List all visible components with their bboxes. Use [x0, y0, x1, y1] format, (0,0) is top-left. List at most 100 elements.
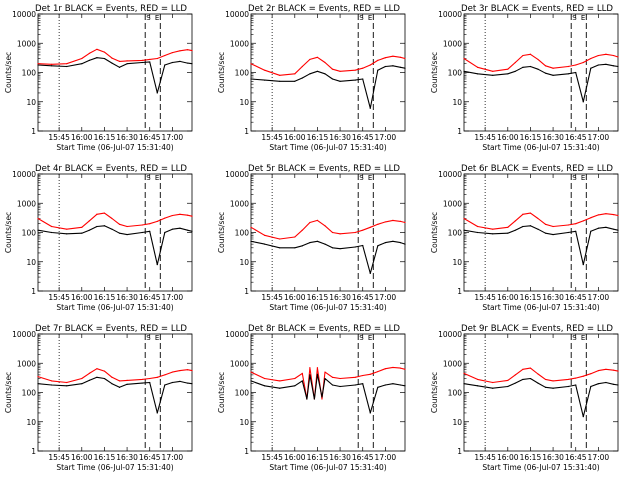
x-tick-label: 17:00	[588, 453, 610, 462]
events-data-point	[575, 384, 577, 386]
lld-data-point	[575, 377, 577, 379]
events-data-point	[309, 374, 311, 376]
events-data-point	[191, 63, 193, 65]
x-tick-label: 16:00	[497, 453, 519, 462]
x-axis-label: Start Time (06-Jul-07 15:31:40)	[56, 463, 173, 472]
events-data-point	[301, 245, 303, 247]
events-data-point	[331, 78, 334, 80]
lld-data-point	[149, 223, 151, 225]
events-data-point	[141, 231, 143, 234]
lld-data-point	[463, 57, 465, 60]
lld-data-point	[369, 226, 371, 228]
y-tick-label: 10000	[225, 330, 249, 339]
lld-data-point	[605, 368, 607, 370]
events-data-point	[156, 92, 158, 94]
events-data-point	[463, 70, 465, 72]
x-axis-label: Start Time (06-Jul-07 15:31:40)	[269, 143, 386, 152]
events-data-point	[316, 70, 319, 72]
lld-data-point	[301, 65, 303, 68]
x-tick-label: 17:00	[162, 133, 184, 142]
y-axis-label: Counts/sec	[217, 212, 226, 253]
lld-data-point	[316, 367, 319, 369]
events-data-point	[156, 263, 158, 266]
lld-data-point	[250, 63, 252, 65]
x-tick-label: 16:30	[116, 293, 138, 302]
events-data-point	[339, 385, 341, 388]
event-marker-label: E	[368, 334, 372, 342]
events-series-line	[250, 65, 406, 109]
y-tick-label: 1	[244, 447, 249, 456]
lld-data-point	[294, 377, 296, 380]
lld-data-point	[316, 56, 319, 58]
lld-data-point	[590, 57, 592, 60]
lld-data-point	[463, 372, 465, 374]
event-marker-label: E	[155, 14, 159, 22]
lld-data-point	[126, 60, 128, 62]
panel-3: Det 3r BLACK = Events, RED = LLD 1 10 100 10…	[430, 4, 619, 152]
lld-data-point	[362, 374, 364, 377]
x-tick-label: 16:15	[307, 133, 329, 142]
lld-data-point	[392, 366, 394, 369]
lld-data-point	[37, 375, 39, 378]
events-data-point	[529, 377, 532, 380]
y-axis-label: Counts/sec	[4, 212, 13, 253]
events-data-point	[605, 63, 607, 65]
events-data-point	[164, 384, 166, 386]
lld-data-point	[529, 53, 532, 55]
events-data-point	[313, 398, 316, 400]
lld-data-point	[179, 370, 181, 372]
y-tick-label: 1	[31, 447, 36, 456]
x-tick-label: 15:45	[48, 293, 70, 302]
events-data-point	[37, 64, 39, 66]
y-tick-label: 1	[244, 127, 249, 136]
lld-data-point	[324, 225, 326, 227]
events-data-point	[309, 242, 311, 244]
x-tick-label: 16:45	[139, 133, 161, 142]
events-data-point	[118, 232, 121, 234]
lld-data-point	[399, 56, 402, 58]
lld-series-line	[250, 366, 406, 400]
x-tick-label: 16:15	[94, 453, 116, 462]
events-data-point	[294, 247, 296, 249]
lld-series-line	[463, 367, 619, 384]
lld-data-point	[582, 375, 584, 377]
y-tick-label: 1000	[230, 39, 249, 48]
x-tick-label: 15:45	[261, 453, 283, 462]
event-marker-label: E	[368, 174, 372, 182]
events-data-point	[544, 72, 547, 74]
x-tick-label: 16:45	[565, 453, 587, 462]
y-tick-label: 1	[244, 287, 249, 296]
events-data-point	[377, 386, 379, 388]
lld-data-point	[141, 378, 143, 381]
lld-data-point	[597, 370, 599, 372]
y-tick-label: 100	[235, 389, 250, 398]
lld-series-line	[463, 212, 619, 230]
lld-data-point	[384, 368, 386, 370]
x-tick-label: 16:00	[497, 293, 519, 302]
events-data-point	[96, 57, 98, 59]
x-tick-label: 16:30	[329, 293, 351, 302]
lld-series-line	[463, 53, 619, 72]
y-tick-label: 1	[31, 287, 36, 296]
x-tick-label: 16:15	[307, 293, 329, 302]
lld-data-point	[309, 221, 311, 224]
lld-data-point	[537, 217, 539, 220]
events-data-point	[514, 229, 516, 231]
lld-data-point	[507, 226, 509, 228]
chart-title: Det 2r BLACK = Events, RED = LLD	[248, 4, 400, 14]
events-data-point	[66, 65, 68, 68]
x-tick-label: 17:00	[588, 133, 610, 142]
plot-frame	[37, 333, 193, 452]
panel-2: Det 2r BLACK = Events, RED = LLD 1 10 100 10…	[217, 4, 406, 152]
events-data-point	[339, 80, 341, 82]
y-axis-label: Counts/sec	[430, 52, 439, 93]
lld-data-point	[171, 51, 173, 54]
lld-data-point	[567, 378, 569, 381]
x-tick-label: 16:00	[71, 133, 93, 142]
y-tick-label: 1	[457, 127, 462, 136]
lld-data-point	[404, 57, 406, 60]
y-tick-label: 10000	[12, 330, 36, 339]
lld-data-point	[537, 373, 539, 375]
events-data-point	[612, 383, 615, 385]
events-data-point	[404, 67, 406, 69]
